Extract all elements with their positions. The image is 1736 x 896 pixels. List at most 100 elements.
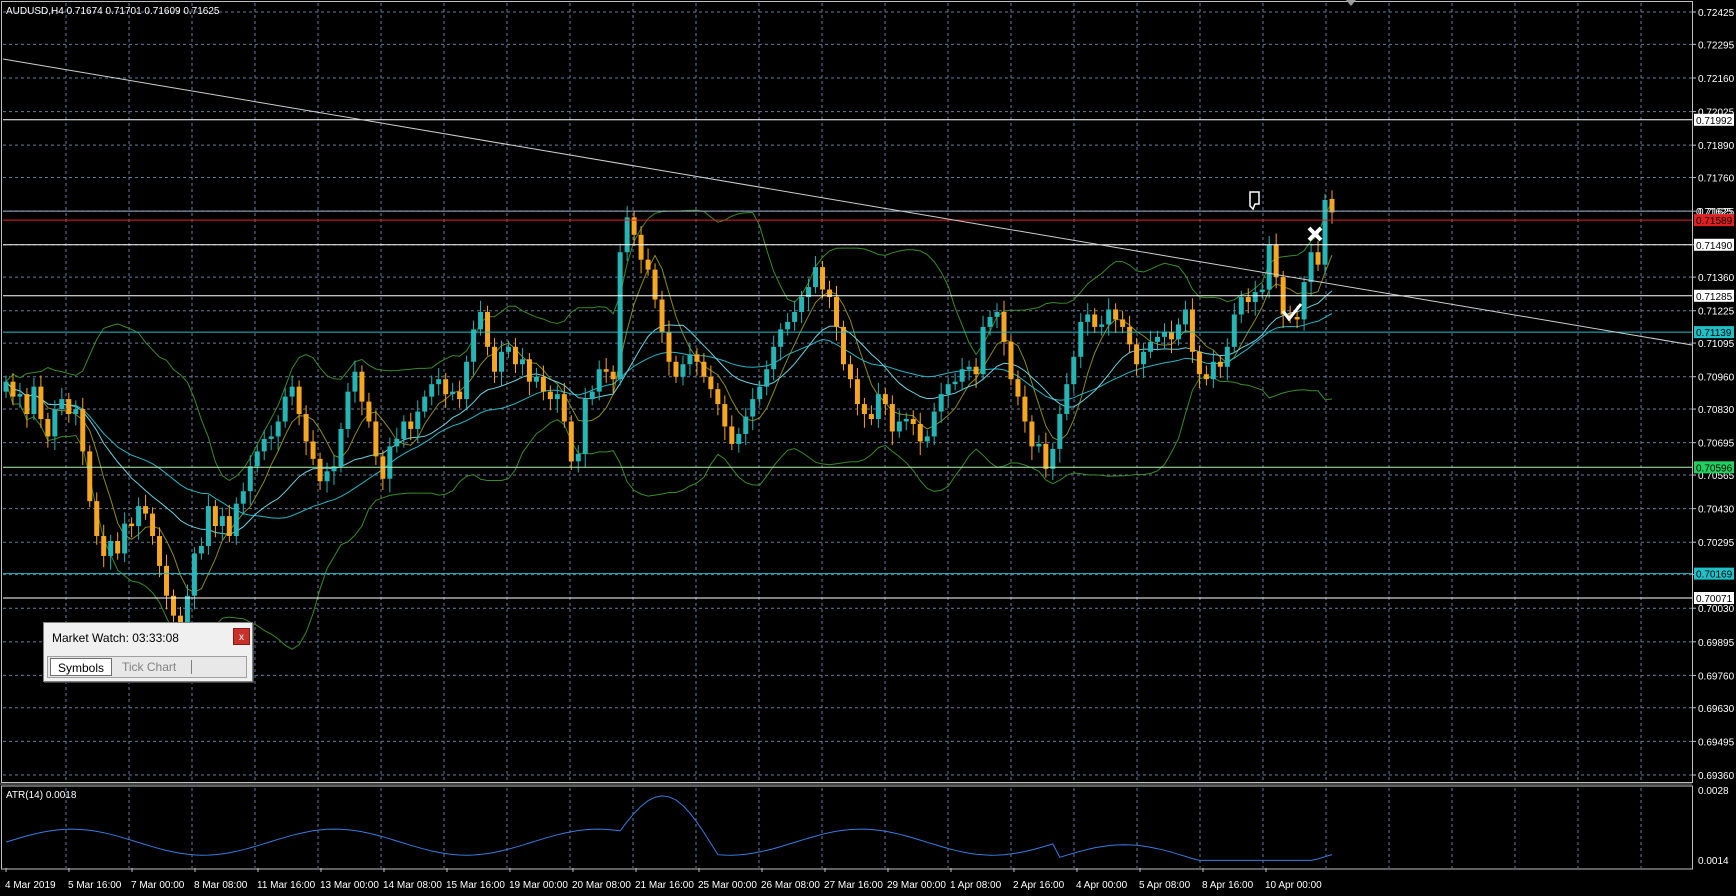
price-tick-label: 0.70960: [1698, 373, 1735, 384]
candle-body: [324, 471, 330, 482]
candle-body: [80, 409, 86, 452]
tab-tick-chart[interactable]: Tick Chart: [122, 660, 177, 674]
candle-body: [917, 423, 923, 442]
time-tick-label: 5 Mar 16:00: [68, 880, 122, 891]
candle-body: [1134, 344, 1140, 365]
candle-body: [827, 289, 833, 298]
candle-body: [596, 369, 602, 392]
price-level-box: [1694, 592, 1734, 605]
candle-body: [1085, 314, 1091, 322]
price-tick-label: 0.71360: [1698, 273, 1735, 284]
candle-body: [994, 311, 1000, 317]
candle-body: [115, 540, 121, 554]
candle-body: [66, 399, 72, 415]
price-tick-label: 0.71095: [1698, 339, 1735, 350]
candle-body: [387, 446, 393, 479]
candle-body: [394, 438, 400, 447]
market-watch-panel[interactable]: Market Watch: 03:33:08 x Symbols Tick Ch…: [43, 622, 253, 682]
candle-body: [540, 376, 546, 392]
candle-body: [492, 346, 498, 372]
candle-body: [778, 329, 784, 347]
candle-body: [882, 394, 888, 405]
price-level-box: [1694, 238, 1734, 251]
chart-shift-icon[interactable]: [1346, 0, 1356, 6]
candle-body: [205, 506, 211, 546]
candle-body: [952, 381, 958, 385]
candle-body: [757, 386, 763, 400]
candle-body: [212, 506, 218, 527]
candle-body: [184, 595, 190, 626]
candle-body: [1120, 319, 1126, 327]
candle-body: [177, 615, 183, 626]
time-tick-label: 2 Apr 16:00: [1013, 880, 1065, 891]
candle-body: [1182, 309, 1188, 325]
axis-labels: 0.72425 0.72295 0.72160 0.72025 0.71890 0.717…: [5, 6, 1735, 891]
tab-symbols[interactable]: Symbols: [50, 658, 112, 676]
price-level-box: [1694, 326, 1734, 339]
time-tick-label: 29 Mar 00:00: [887, 880, 946, 891]
candle-body: [471, 329, 477, 362]
candle-body: [938, 394, 944, 412]
price-tick-label: 0.72025: [1698, 108, 1735, 119]
price-level-label: 0.71625: [1696, 207, 1733, 218]
candle-body: [247, 466, 253, 492]
candle-body: [331, 466, 337, 472]
candle-body: [1015, 379, 1021, 397]
candle-body: [401, 421, 407, 439]
candle-body: [457, 391, 463, 400]
candle-body: [701, 361, 707, 377]
candle-body: [1106, 309, 1112, 325]
close-button[interactable]: x: [233, 628, 250, 645]
cross-icon: [1307, 226, 1323, 242]
price-level-box: [1694, 214, 1734, 227]
candle-body: [1001, 311, 1007, 342]
candle-body: [1141, 351, 1147, 365]
candle-body: [240, 491, 246, 504]
candle-body: [1008, 341, 1014, 380]
candle-body: [820, 267, 826, 290]
candle-body: [792, 311, 798, 322]
chart-markers: [1249, 191, 1323, 322]
candle-body: [896, 421, 902, 432]
candle-body: [310, 441, 316, 459]
candle-body: [743, 416, 749, 434]
candle-body: [317, 458, 323, 482]
trendline: [2, 58, 1693, 346]
price-tick-label: 0.72160: [1698, 74, 1735, 85]
candle-body: [345, 391, 351, 429]
candle-body: [143, 506, 149, 514]
candle-body: [1064, 384, 1070, 415]
candle-body: [617, 252, 623, 380]
time-tick-label: 13 Mar 00:00: [320, 880, 379, 891]
price-tick-label: 0.71890: [1698, 141, 1735, 152]
bollinger-bands: [5, 201, 1333, 656]
candle-body: [722, 404, 728, 427]
price-level-label: 0.71285: [1696, 292, 1733, 303]
candle-body: [1203, 374, 1209, 380]
candle-body: [1294, 316, 1300, 320]
candle-body: [59, 399, 65, 410]
thumbs-down-icon: [1249, 191, 1260, 211]
price-tick-label: 0.71625: [1698, 207, 1735, 218]
candle-body: [603, 369, 609, 372]
candle-body: [854, 379, 860, 405]
price-tick-label: 0.70430: [1698, 505, 1735, 516]
candle-body: [164, 565, 170, 596]
atr-pane-frame: [1, 785, 1693, 870]
time-tick-label: 20 Mar 08:00: [572, 880, 631, 891]
candle-body: [422, 396, 428, 412]
candle-body: [136, 506, 142, 527]
candle-body: [443, 379, 449, 395]
candle-body: [771, 346, 777, 370]
candle-body: [589, 391, 595, 400]
candle-body: [359, 371, 365, 402]
candle-body: [847, 364, 853, 380]
price-tick-label: 0.69895: [1698, 638, 1735, 649]
price-tick-label: 0.71225: [1698, 307, 1735, 318]
trendline[interactable]: [2, 58, 1693, 346]
bollinger-lower: [5, 376, 1333, 656]
candle-body: [233, 503, 239, 537]
candle-body: [415, 411, 421, 429]
candle-body: [408, 421, 414, 429]
